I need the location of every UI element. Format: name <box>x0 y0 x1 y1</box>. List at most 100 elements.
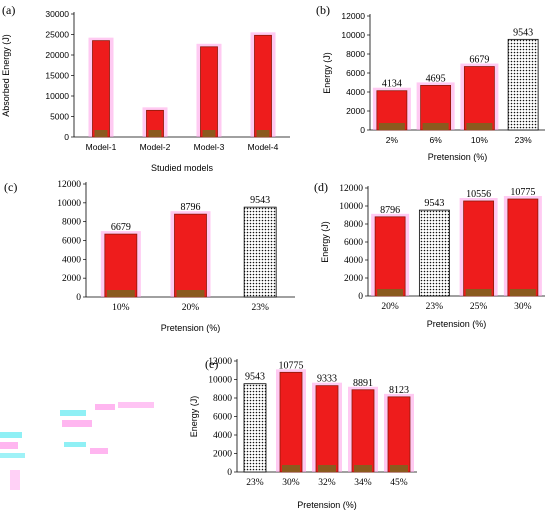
y-tick-label: 6000 <box>346 68 365 78</box>
bar-base <box>318 465 336 472</box>
y-tick-label: 8000 <box>346 49 365 59</box>
x-tick-label: Model-1 <box>86 142 117 152</box>
bar <box>463 66 495 131</box>
y-tick-label: 30000 <box>45 9 69 19</box>
x-tick-label: 32% <box>318 478 336 488</box>
x-tick-label: 34% <box>354 478 372 488</box>
bar <box>104 233 138 298</box>
x-tick-label: Model-4 <box>248 142 279 152</box>
bar <box>507 198 539 297</box>
y-axis-label: Energy (J) <box>322 52 332 94</box>
bar <box>254 34 272 138</box>
y-tick-label: 10000 <box>339 202 363 212</box>
y-tick-label: 12000 <box>339 184 363 194</box>
y-tick-label: 12000 <box>57 180 81 190</box>
panel-label: (b) <box>316 3 330 17</box>
bar-base <box>176 290 205 297</box>
y-tick-label: 0 <box>358 292 363 302</box>
data-label: 10775 <box>510 187 535 198</box>
y-tick-label: 10000 <box>208 376 232 386</box>
y-tick-label: 4000 <box>344 256 363 266</box>
y-axis-label: Energy (J) <box>320 221 330 263</box>
panel-label: (a) <box>2 3 15 17</box>
bar <box>200 46 218 138</box>
chart-panel-a: (a) 0 5000 10000 15000 20000 25000 30000 Model-1… <box>1 3 290 173</box>
y-axis-label: Energy (J) <box>189 396 199 438</box>
chart-panel-d: (d) 0 2000 4000 6000 8000 10000 12000 20% 8796 23%… <box>314 180 545 329</box>
x-axis-label: Studied models <box>151 163 214 173</box>
bar-base <box>256 130 270 137</box>
y-tick-label: 6000 <box>62 237 81 247</box>
data-label: 9543 <box>513 27 533 38</box>
bar-base <box>202 130 216 137</box>
panel-label: (e) <box>205 357 218 371</box>
bar-base <box>378 123 405 130</box>
x-axis-label: Pretension (%) <box>161 323 221 333</box>
x-tick-label: 10% <box>471 135 488 145</box>
y-tick-label: 8000 <box>62 218 81 228</box>
chart-panel-b: (b) 0 2000 4000 6000 8000 10000 12000 2% 4134 6% 46… <box>316 3 545 162</box>
bar-base <box>422 123 449 130</box>
y-tick-label: 5000 <box>50 112 69 122</box>
bar-reference <box>507 38 539 131</box>
y-tick-label: 0 <box>360 125 365 135</box>
bar-base <box>354 465 372 472</box>
x-tick-label: 23% <box>426 302 444 312</box>
x-tick-label: 25% <box>470 302 488 312</box>
x-tick-label: 20% <box>381 302 399 312</box>
bar-base <box>465 289 492 296</box>
x-tick-label: 23% <box>251 303 269 313</box>
bar-base <box>377 289 404 296</box>
bar-base <box>148 130 162 137</box>
chart-panel-c: (c) 0 2000 4000 6000 8000 10000 12000 10% 6679 20%… <box>4 180 295 333</box>
bar-base <box>466 123 493 130</box>
data-label: 9543 <box>424 198 444 209</box>
glitch-artifacts <box>0 402 154 490</box>
y-tick-label: 10000 <box>45 91 69 101</box>
x-tick-label: 23% <box>246 478 264 488</box>
y-tick-label: 8000 <box>213 394 232 404</box>
y-tick-label: 0 <box>227 468 232 478</box>
bar <box>315 385 339 473</box>
x-axis-label: Pretension (%) <box>428 152 488 162</box>
bar <box>351 389 375 473</box>
y-tick-label: 25000 <box>45 30 69 40</box>
x-tick-label: 30% <box>514 302 532 312</box>
y-tick-label: 10000 <box>57 199 81 209</box>
data-label: 6679 <box>111 222 131 233</box>
data-label: 8796 <box>181 202 201 213</box>
y-tick-label: 4000 <box>346 87 365 97</box>
bar-base <box>390 465 408 472</box>
bar-reference <box>418 209 450 297</box>
y-tick-label: 8000 <box>344 220 363 230</box>
x-tick-label: 45% <box>390 478 408 488</box>
x-tick-label: 30% <box>282 478 300 488</box>
y-tick-label: 2000 <box>344 274 363 284</box>
y-tick-label: 2000 <box>213 450 232 460</box>
y-tick-label: 10000 <box>341 30 365 40</box>
x-tick-label: 10% <box>112 303 130 313</box>
data-label: 10775 <box>279 360 304 371</box>
bar <box>174 213 207 298</box>
x-tick-label: 2% <box>386 135 399 145</box>
panel-label: (c) <box>4 180 17 194</box>
y-tick-label: 20000 <box>45 50 69 60</box>
data-label: 8796 <box>380 205 400 216</box>
panel-label: (d) <box>314 180 328 194</box>
x-tick-label: Model-2 <box>140 142 171 152</box>
data-label: 9543 <box>250 195 270 206</box>
y-tick-label: 12000 <box>341 11 365 21</box>
bar-base <box>94 130 108 137</box>
bar <box>387 396 411 473</box>
data-label: 9543 <box>245 372 265 383</box>
data-label: 6679 <box>469 55 489 66</box>
y-tick-label: 6000 <box>213 413 232 423</box>
y-tick-label: 12000 <box>208 357 232 367</box>
x-tick-label: Model-3 <box>194 142 225 152</box>
data-label: 9333 <box>317 374 337 385</box>
bar <box>92 40 110 138</box>
bar <box>279 371 303 473</box>
x-tick-label: 23% <box>515 135 532 145</box>
x-tick-label: 6% <box>429 135 442 145</box>
